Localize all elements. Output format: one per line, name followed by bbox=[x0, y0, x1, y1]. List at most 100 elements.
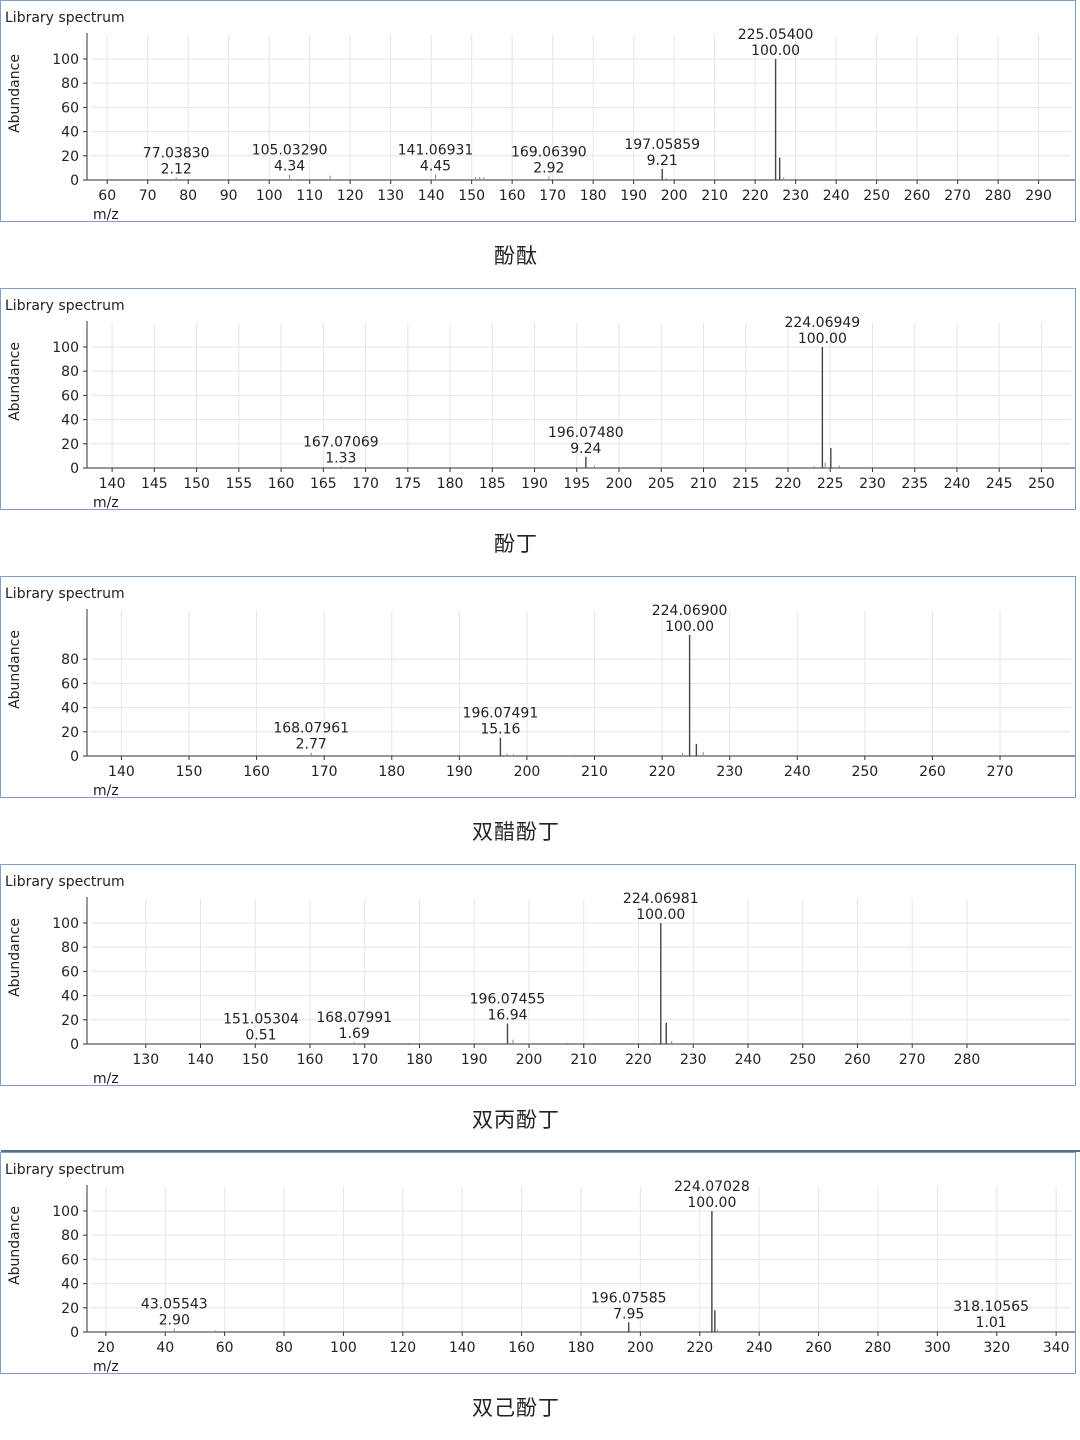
x-tick-label: 260 bbox=[919, 764, 946, 780]
spectrum-panel: Library spectrum 0 20 40 60 80 100 20 40 60 80 100 1… bbox=[0, 1150, 1080, 1374]
x-tick-label: 260 bbox=[904, 188, 931, 204]
peak-mz-label: 43.05543 bbox=[141, 1296, 208, 1312]
peak-mz-label: 196.07480 bbox=[548, 425, 624, 441]
spectrum-panel: Library spectrum 0 20 40 60 80 100 130 140 150 160… bbox=[0, 864, 1076, 1086]
x-tick-label: 120 bbox=[389, 1340, 416, 1356]
peak-abundance-label: 9.24 bbox=[570, 441, 601, 457]
x-tick-label: 190 bbox=[461, 1052, 488, 1068]
panel-title: Library spectrum bbox=[5, 298, 125, 314]
x-tick-label: 280 bbox=[865, 1340, 892, 1356]
x-tick-label: 270 bbox=[944, 188, 971, 204]
x-tick-label: 270 bbox=[899, 1052, 926, 1068]
peak-abundance-label: 1.33 bbox=[325, 450, 356, 466]
x-tick-label: 220 bbox=[742, 188, 769, 204]
x-tick-label: 210 bbox=[570, 1052, 597, 1068]
spectrum-caption: 酚酞 bbox=[494, 244, 538, 268]
x-tick-label: 200 bbox=[661, 188, 688, 204]
peak-abundance-label: 4.34 bbox=[274, 159, 305, 175]
peak-abundance-label: 100.00 bbox=[798, 331, 847, 347]
x-tick-label: 160 bbox=[499, 188, 526, 204]
x-tick-label: 185 bbox=[479, 476, 506, 492]
x-tick-label: 300 bbox=[924, 1340, 951, 1356]
x-tick-label: 220 bbox=[775, 476, 802, 492]
x-tick-label: 240 bbox=[735, 1052, 762, 1068]
y-tick-label: 60 bbox=[61, 676, 79, 692]
x-tick-label: 230 bbox=[859, 476, 886, 492]
panel-top-rule bbox=[1, 1150, 1080, 1152]
y-axis-title: Abundance bbox=[7, 918, 23, 997]
peak-mz-label: 196.07455 bbox=[470, 992, 546, 1008]
y-tick-label: 80 bbox=[61, 1228, 79, 1244]
y-tick-label: 20 bbox=[61, 1301, 79, 1317]
x-tick-label: 140 bbox=[418, 188, 445, 204]
x-axis-title: m/z bbox=[93, 495, 119, 509]
x-tick-label: 240 bbox=[944, 476, 971, 492]
spectrum-block: Library spectrum 0 20 40 60 80 100 60 70 80 90 100 1… bbox=[0, 0, 1080, 288]
x-tick-label: 245 bbox=[986, 476, 1013, 492]
peak-abundance-label: 100.00 bbox=[751, 43, 800, 59]
x-tick-label: 190 bbox=[446, 764, 473, 780]
y-tick-label: 100 bbox=[52, 340, 79, 356]
x-tick-label: 155 bbox=[225, 476, 252, 492]
x-tick-label: 250 bbox=[851, 764, 878, 780]
peak-mz-label: 224.07028 bbox=[674, 1179, 750, 1195]
x-tick-label: 80 bbox=[179, 188, 197, 204]
panel-title: Library spectrum bbox=[5, 10, 125, 26]
spectrum-block: Library spectrum 0 20 40 60 80 100 20 40 60 80 100 1… bbox=[0, 1150, 1080, 1440]
spectrum-block: Library spectrum 0 20 40 60 80 100 140 145 150 155… bbox=[0, 288, 1080, 576]
x-tick-label: 150 bbox=[242, 1052, 269, 1068]
peak-mz-label: 197.05859 bbox=[624, 137, 700, 153]
peak-abundance-label: 0.51 bbox=[245, 1027, 276, 1043]
x-tick-label: 145 bbox=[141, 476, 168, 492]
spectrum-panel: Library spectrum 0 20 40 60 80 140 150 160 170 180… bbox=[0, 576, 1076, 798]
peak-mz-label: 196.07491 bbox=[463, 706, 539, 722]
x-tick-label: 180 bbox=[580, 188, 607, 204]
x-tick-label: 100 bbox=[256, 188, 283, 204]
peak-abundance-label: 4.45 bbox=[420, 159, 451, 175]
x-tick-label: 250 bbox=[1028, 476, 1055, 492]
x-tick-label: 240 bbox=[784, 764, 811, 780]
peak-mz-label: 169.06390 bbox=[511, 144, 587, 160]
x-tick-label: 195 bbox=[563, 476, 590, 492]
x-tick-label: 140 bbox=[187, 1052, 214, 1068]
x-tick-label: 220 bbox=[686, 1340, 713, 1356]
x-tick-label: 100 bbox=[330, 1340, 357, 1356]
y-tick-label: 20 bbox=[61, 437, 79, 453]
y-tick-label: 80 bbox=[61, 76, 79, 92]
x-tick-label: 150 bbox=[183, 476, 210, 492]
y-tick-label: 0 bbox=[70, 461, 79, 477]
x-tick-label: 160 bbox=[508, 1340, 535, 1356]
y-tick-label: 100 bbox=[52, 916, 79, 932]
x-tick-label: 160 bbox=[297, 1052, 324, 1068]
x-tick-label: 200 bbox=[516, 1052, 543, 1068]
x-tick-label: 280 bbox=[985, 188, 1012, 204]
grid bbox=[91, 1187, 1071, 1333]
y-tick-label: 0 bbox=[70, 1325, 79, 1341]
x-tick-label: 200 bbox=[627, 1340, 654, 1356]
x-tick-label: 230 bbox=[716, 764, 743, 780]
y-tick-label: 100 bbox=[52, 52, 79, 68]
x-tick-label: 205 bbox=[648, 476, 675, 492]
x-tick-label: 215 bbox=[732, 476, 759, 492]
x-tick-label: 60 bbox=[216, 1340, 234, 1356]
x-tick-label: 160 bbox=[243, 764, 270, 780]
peak-abundance-label: 7.95 bbox=[613, 1306, 644, 1322]
x-tick-label: 180 bbox=[568, 1340, 595, 1356]
y-tick-label: 20 bbox=[61, 1013, 79, 1029]
x-tick-label: 340 bbox=[1043, 1340, 1070, 1356]
x-tick-label: 110 bbox=[296, 188, 323, 204]
peak-mz-label: 168.07961 bbox=[273, 721, 349, 737]
x-tick-label: 280 bbox=[954, 1052, 981, 1068]
x-tick-label: 250 bbox=[789, 1052, 816, 1068]
x-tick-label: 170 bbox=[539, 188, 566, 204]
y-tick-label: 40 bbox=[61, 701, 79, 717]
x-tick-label: 150 bbox=[176, 764, 203, 780]
spectrum-caption: 双丙酚丁 bbox=[472, 1108, 560, 1132]
y-tick-label: 60 bbox=[61, 964, 79, 980]
y-axis-title: Abundance bbox=[7, 54, 23, 133]
x-tick-label: 270 bbox=[987, 764, 1014, 780]
x-tick-label: 290 bbox=[1025, 188, 1052, 204]
spectrum-block: Library spectrum 0 20 40 60 80 140 150 160 170 180… bbox=[0, 576, 1080, 864]
x-tick-label: 235 bbox=[901, 476, 928, 492]
x-tick-label: 230 bbox=[782, 188, 809, 204]
